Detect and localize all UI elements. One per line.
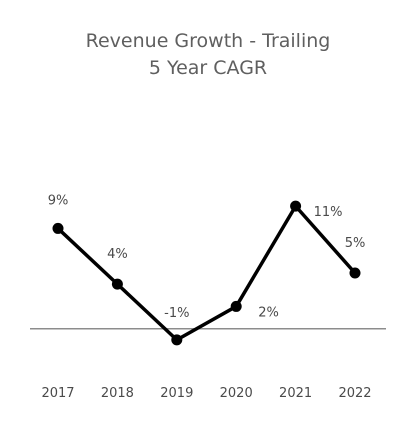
x-tick-label-2017: 2017 xyxy=(41,386,74,401)
data-label-2017: 9% xyxy=(48,193,69,208)
x-tick-label-2020: 2020 xyxy=(220,386,253,401)
chart-title: Revenue Growth - Trailing 5 Year CAGR xyxy=(0,28,416,82)
x-tick-label-2019: 2019 xyxy=(160,386,193,401)
data-points xyxy=(52,200,361,346)
x-axis-tick-labels: 2017 2018 2019 2020 2021 2022 xyxy=(41,386,371,401)
x-tick-label-2021: 2021 xyxy=(279,386,312,401)
data-label-2019: -1% xyxy=(164,306,189,321)
chart-title-line-2: 5 Year CAGR xyxy=(148,57,268,79)
data-point-2019 xyxy=(171,334,183,346)
data-label-2020: 2% xyxy=(258,305,279,320)
data-point-2022 xyxy=(349,267,361,279)
data-point-2020 xyxy=(230,300,242,312)
data-label-2022: 5% xyxy=(345,236,366,251)
data-point-2017 xyxy=(52,222,64,234)
chart-title-line-1: Revenue Growth - Trailing xyxy=(85,30,331,52)
data-labels: 9% 4% -1% 2% 11% 5% xyxy=(48,193,366,320)
series-line xyxy=(56,204,357,342)
x-tick-label-2022: 2022 xyxy=(338,386,371,401)
data-point-2021 xyxy=(290,200,302,212)
x-tick-label-2018: 2018 xyxy=(101,386,134,401)
data-label-2021: 11% xyxy=(314,205,343,220)
data-label-2018: 4% xyxy=(107,247,128,262)
data-point-2018 xyxy=(111,278,123,290)
